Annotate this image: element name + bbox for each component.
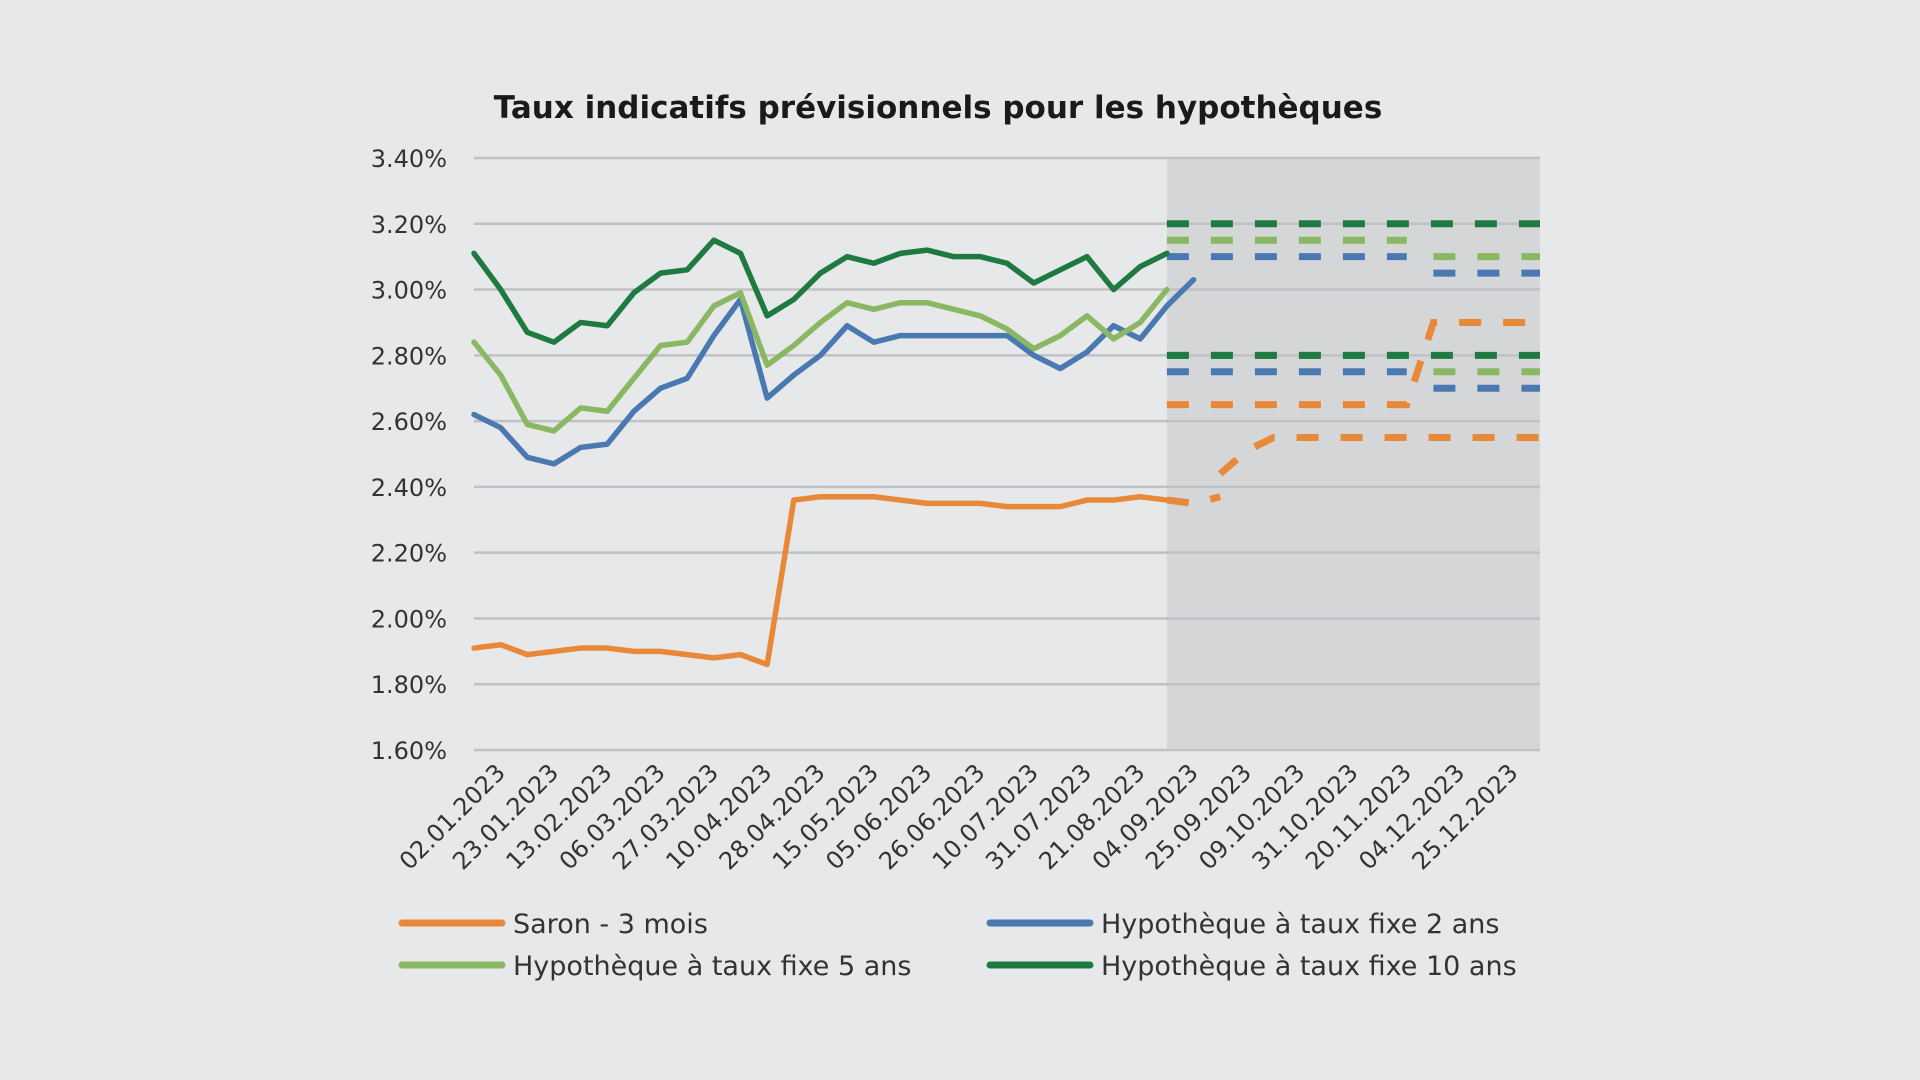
y-tick-label: 1.80%: [371, 671, 447, 699]
y-axis-ticks: 3.40% 3.20% 3.00% 2.80% 2.60% 2.40% 2.20% 2.00%…: [371, 145, 447, 765]
forecast-shading: [1166, 158, 1540, 750]
y-tick-label: 2.80%: [371, 342, 447, 370]
y-tick-label: 2.60%: [371, 408, 447, 436]
y-tick-label: 2.00%: [371, 605, 447, 633]
y-tick-label: 3.20%: [371, 211, 447, 239]
y-tick-label: 1.60%: [371, 737, 447, 765]
y-tick-label: 2.20%: [371, 540, 447, 568]
legend: Saron - 3 mois Hypothèque à taux fixe 2 …: [398, 909, 1517, 982]
series-line-hypotheque-a-taux-fixe-2-ans: [471, 276, 1197, 467]
legend-label-fixed-2y: Hypothèque à taux fixe 2 ans: [1101, 909, 1499, 940]
series-saron-3-mois: [471, 318, 1540, 668]
forecast-line-saron-3-mois: [1166, 493, 1222, 507]
x-axis-ticks: 02.01.202323.01.202313.02.202306.03.2023…: [394, 758, 1524, 875]
series-hypotheque-a-taux-fixe-2-ans: [471, 253, 1540, 467]
series-line-hypotheque-a-taux-fixe-10-ans: [471, 237, 1170, 345]
forecast-line-saron-3-mois: [1166, 318, 1540, 409]
legend-item-saron: Saron - 3 mois: [398, 909, 708, 940]
legend-item-fixed-10y: Hypothèque à taux fixe 10 ans: [986, 951, 1517, 982]
y-tick-label: 2.40%: [371, 474, 447, 502]
series-hypotheque-a-taux-fixe-10-ans: [471, 220, 1540, 359]
y-tick-label: 3.40%: [371, 145, 447, 173]
series-line-hypotheque-a-taux-fixe-5-ans: [471, 286, 1170, 434]
legend-item-fixed-5y: Hypothèque à taux fixe 5 ans: [398, 951, 911, 982]
legend-label-fixed-10y: Hypothèque à taux fixe 10 ans: [1101, 951, 1517, 982]
series-lines: [471, 220, 1540, 668]
legend-label-saron: Saron - 3 mois: [513, 909, 708, 940]
forecast-line-saron-3-mois: [1217, 434, 1540, 477]
y-tick-label: 3.00%: [371, 277, 447, 305]
legend-item-fixed-2y: Hypothèque à taux fixe 2 ans: [986, 909, 1499, 940]
chart-title: Taux indicatifs prévisionnels pour les h…: [494, 90, 1383, 126]
series-line-saron-3-mois: [471, 494, 1170, 668]
legend-label-fixed-5y: Hypothèque à taux fixe 5 ans: [513, 951, 911, 982]
series-hypotheque-a-taux-fixe-5-ans: [471, 236, 1540, 434]
